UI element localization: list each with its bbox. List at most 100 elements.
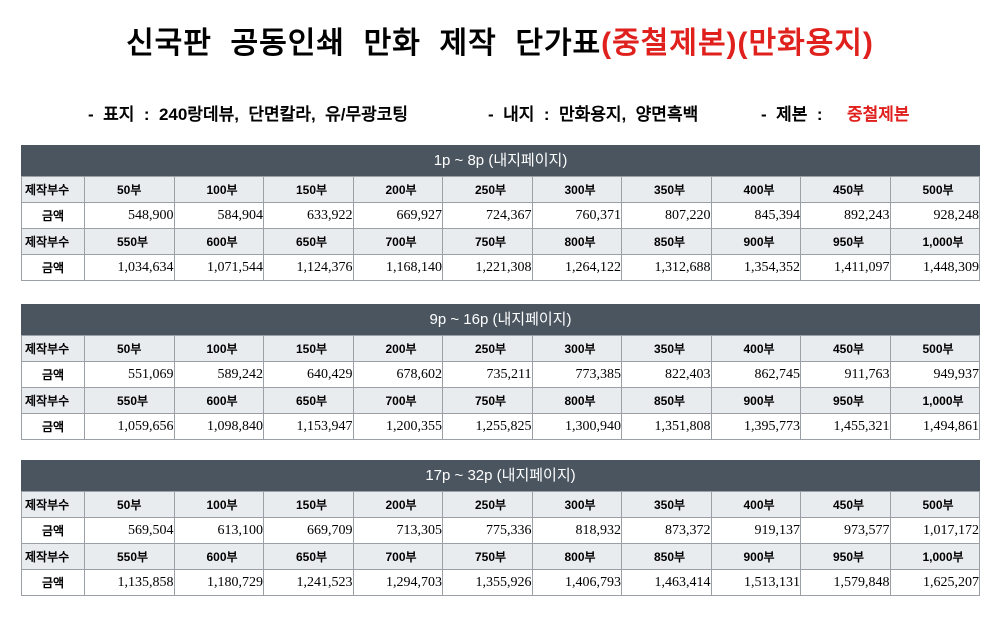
price-cell: 919,137 bbox=[710, 517, 801, 544]
price-cell: 678,602 bbox=[352, 361, 443, 388]
qty-cell: 50부 bbox=[84, 335, 175, 362]
price-cell: 1,354,352 bbox=[710, 254, 801, 281]
qty-cell: 900부 bbox=[710, 543, 801, 570]
qty-cell: 700부 bbox=[352, 228, 443, 255]
title-main: 신국판 공동인쇄 만화 제작 단가표 bbox=[126, 27, 602, 60]
price-cell: 807,220 bbox=[621, 202, 712, 229]
qty-label: 제작부수 bbox=[21, 387, 85, 414]
qty-cell: 800부 bbox=[531, 228, 622, 255]
price-cell: 1,406,793 bbox=[531, 569, 622, 596]
price-label: 금액 bbox=[21, 254, 85, 281]
price-cell: 1,255,825 bbox=[442, 413, 533, 440]
price-section-3: 17p ~ 32p (내지페이지) 제작부수 50부 100부 150부 200부 250부… bbox=[21, 460, 980, 596]
qty-cell: 700부 bbox=[352, 543, 443, 570]
price-cell: 1,135,858 bbox=[84, 569, 175, 596]
qty-cell: 1,000부 bbox=[889, 387, 980, 414]
price-cell: 1,351,808 bbox=[621, 413, 712, 440]
price-table: 제작부수 50부 100부 150부 200부 250부 300부 350부 400부 450부 5… bbox=[21, 335, 980, 440]
qty-cell: 800부 bbox=[531, 543, 622, 570]
qty-cell: 750부 bbox=[442, 387, 533, 414]
qty-cell: 950부 bbox=[800, 387, 891, 414]
price-cell: 1,264,122 bbox=[531, 254, 622, 281]
price-cell: 1,395,773 bbox=[710, 413, 801, 440]
price-cell: 1,494,861 bbox=[889, 413, 980, 440]
price-cell: 669,709 bbox=[263, 517, 354, 544]
quantity-row: 제작부수 50부 100부 150부 200부 250부 300부 350부 400부 450부 5… bbox=[21, 491, 980, 518]
price-cell: 1,455,321 bbox=[800, 413, 891, 440]
price-row: 금액 548,900 584,904 633,922 669,927 724,367 760… bbox=[21, 202, 980, 229]
qty-cell: 150부 bbox=[263, 335, 354, 362]
price-cell: 1,312,688 bbox=[621, 254, 712, 281]
qty-cell: 600부 bbox=[173, 543, 264, 570]
qty-cell: 650부 bbox=[263, 228, 354, 255]
qty-cell: 950부 bbox=[800, 228, 891, 255]
qty-cell: 200부 bbox=[352, 335, 443, 362]
price-cell: 1,300,940 bbox=[531, 413, 622, 440]
section-heading: 9p ~ 16p (내지페이지) bbox=[21, 304, 980, 335]
qty-label: 제작부수 bbox=[21, 543, 85, 570]
qty-cell: 300부 bbox=[531, 176, 622, 203]
qty-label: 제작부수 bbox=[21, 491, 85, 518]
price-label: 금액 bbox=[21, 202, 85, 229]
price-cell: 1,411,097 bbox=[800, 254, 891, 281]
price-cell: 1,180,729 bbox=[173, 569, 264, 596]
price-cell: 1,153,947 bbox=[263, 413, 354, 440]
qty-cell: 500부 bbox=[889, 335, 980, 362]
qty-cell: 300부 bbox=[531, 491, 622, 518]
price-cell: 613,100 bbox=[173, 517, 264, 544]
qty-cell: 350부 bbox=[621, 335, 712, 362]
qty-cell: 300부 bbox=[531, 335, 622, 362]
page-title: 신국판 공동인쇄 만화 제작 단가표(중철제본)(만화용지) bbox=[0, 18, 1000, 62]
qty-cell: 600부 bbox=[173, 228, 264, 255]
price-cell: 713,305 bbox=[352, 517, 443, 544]
qty-cell: 400부 bbox=[710, 335, 801, 362]
price-cell: 775,336 bbox=[442, 517, 533, 544]
section-heading: 1p ~ 8p (내지페이지) bbox=[21, 145, 980, 176]
price-row: 금액 569,504 613,100 669,709 713,305 775,336 818… bbox=[21, 517, 980, 544]
price-label: 금액 bbox=[21, 569, 85, 596]
price-cell: 1,463,414 bbox=[621, 569, 712, 596]
price-row: 금액 1,034,634 1,071,544 1,124,376 1,168,140 1,… bbox=[21, 254, 980, 281]
price-section-2: 9p ~ 16p (내지페이지) 제작부수 50부 100부 150부 200부 250부 3… bbox=[21, 304, 980, 440]
qty-cell: 150부 bbox=[263, 176, 354, 203]
qty-cell: 100부 bbox=[173, 176, 264, 203]
price-cell: 773,385 bbox=[531, 361, 622, 388]
price-cell: 845,394 bbox=[710, 202, 801, 229]
price-cell: 862,745 bbox=[710, 361, 801, 388]
price-cell: 1,034,634 bbox=[84, 254, 175, 281]
price-cell: 584,904 bbox=[173, 202, 264, 229]
price-cell: 589,242 bbox=[173, 361, 264, 388]
price-cell: 973,577 bbox=[800, 517, 891, 544]
price-table: 제작부수 50부 100부 150부 200부 250부 300부 350부 400부 450부 5… bbox=[21, 491, 980, 596]
price-label: 금액 bbox=[21, 361, 85, 388]
price-cell: 1,513,131 bbox=[710, 569, 801, 596]
quantity-row: 제작부수 50부 100부 150부 200부 250부 300부 350부 400부 450부 5… bbox=[21, 176, 980, 203]
qty-cell: 550부 bbox=[84, 387, 175, 414]
qty-cell: 550부 bbox=[84, 543, 175, 570]
price-cell: 640,429 bbox=[263, 361, 354, 388]
qty-cell: 50부 bbox=[84, 491, 175, 518]
price-row: 금액 551,069 589,242 640,429 678,602 735,211 773… bbox=[21, 361, 980, 388]
price-label: 금액 bbox=[21, 413, 85, 440]
qty-label: 제작부수 bbox=[21, 228, 85, 255]
section-heading: 17p ~ 32p (내지페이지) bbox=[21, 460, 980, 491]
qty-cell: 1,000부 bbox=[889, 228, 980, 255]
qty-cell: 700부 bbox=[352, 387, 443, 414]
qty-cell: 650부 bbox=[263, 387, 354, 414]
price-cell: 949,937 bbox=[889, 361, 980, 388]
price-cell: 1,579,848 bbox=[800, 569, 891, 596]
qty-cell: 150부 bbox=[263, 491, 354, 518]
quantity-row: 제작부수 550부 600부 650부 700부 750부 800부 850부 900부 950부… bbox=[21, 543, 980, 570]
price-cell: 818,932 bbox=[531, 517, 622, 544]
qty-cell: 650부 bbox=[263, 543, 354, 570]
qty-cell: 250부 bbox=[442, 335, 533, 362]
spec-binding-label: - 제본 : bbox=[761, 105, 823, 124]
qty-cell: 850부 bbox=[621, 228, 712, 255]
price-cell: 928,248 bbox=[889, 202, 980, 229]
qty-cell: 600부 bbox=[173, 387, 264, 414]
price-cell: 822,403 bbox=[621, 361, 712, 388]
price-cell: 1,017,172 bbox=[889, 517, 980, 544]
price-section-1: 1p ~ 8p (내지페이지) 제작부수 50부 100부 150부 200부 250부 30… bbox=[21, 145, 980, 281]
price-row: 금액 1,059,656 1,098,840 1,153,947 1,200,355 1,… bbox=[21, 413, 980, 440]
quantity-row: 제작부수 50부 100부 150부 200부 250부 300부 350부 400부 450부 5… bbox=[21, 335, 980, 362]
